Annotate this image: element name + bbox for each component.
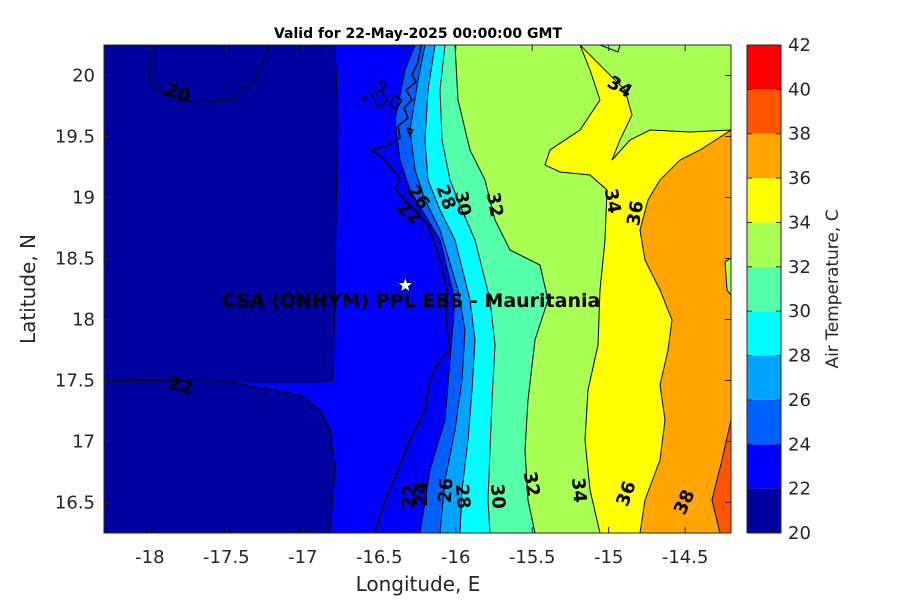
- site-star-icon: [396, 276, 414, 293]
- y-tick-label: 18: [72, 310, 95, 331]
- y-tick-label: 17: [72, 432, 95, 453]
- colorbar-tick-label: 34: [788, 212, 811, 233]
- colorbar-tick-label: 32: [788, 257, 811, 278]
- colorbar-segment: [747, 488, 781, 533]
- colorbar-tick-label: 38: [788, 124, 811, 145]
- x-axis-ticks: -18 -17.5 -17 -16.5 -16 -15.5 -15 -14.5: [135, 45, 708, 568]
- y-axis-ticks: 16.5 17 17.5 18 18.5 19 19.5 20: [55, 66, 731, 514]
- contour-label: 30: [450, 189, 475, 217]
- x-tick-label: -15: [594, 547, 623, 568]
- band-34-island-right: [724, 257, 731, 296]
- colorbar-segment: [747, 444, 781, 489]
- x-tick-label: -17.5: [203, 547, 250, 568]
- contour-label: 36: [623, 199, 648, 227]
- x-tick-label: -16.5: [356, 547, 403, 568]
- band-38: [711, 419, 731, 533]
- site-label: CSA (ONHYM) PPL EBS - Mauritania: [222, 290, 601, 312]
- y-tick-label: 20: [72, 66, 95, 87]
- y-tick-label: 16.5: [55, 493, 95, 514]
- x-axis-label: Longitude, E: [356, 572, 481, 596]
- contour-20: [149, 45, 271, 103]
- contour-label: 34: [567, 477, 590, 504]
- contour-label: 28: [451, 483, 474, 510]
- contour-label: 24: [411, 481, 432, 506]
- x-tick-label: -17: [288, 547, 317, 568]
- contour-label: 32: [482, 191, 507, 219]
- band-36: [639, 129, 731, 533]
- colorbar-tick-label: 30: [788, 301, 811, 322]
- band-20-inner-contour: [104, 379, 336, 533]
- contour-label: 34: [600, 187, 625, 215]
- colorbar-tick-label: 36: [788, 168, 811, 189]
- y-tick-label: 19.5: [55, 127, 95, 148]
- y-tick-label: 18.5: [55, 249, 95, 270]
- y-axis-label: Latitude, N: [16, 234, 40, 344]
- colorbar-tick-label: 20: [788, 523, 811, 544]
- contour-label: 32: [519, 470, 544, 498]
- coastline: [370, 45, 451, 533]
- coastline-islands: [360, 78, 414, 138]
- colorbar-tick-label: 22: [788, 479, 811, 500]
- colorbar-segment: [747, 355, 781, 400]
- y-tick-label: 19: [72, 188, 95, 209]
- x-tick-label: -14.5: [662, 547, 709, 568]
- colorbar: 20 22 24 26 28 30 32 34 36 38 40 42: [746, 35, 811, 544]
- colorbar-segment: [747, 399, 781, 445]
- contour-label: 26: [435, 477, 458, 504]
- colorbar-tick-label: 24: [788, 434, 811, 455]
- colorbar-segment: [747, 222, 781, 267]
- colorbar-segment: [747, 89, 781, 134]
- colorbar-tick-label: 42: [788, 35, 811, 56]
- contour-label: 30: [486, 483, 509, 510]
- colorbar-tick-label: 26: [788, 390, 811, 411]
- x-tick-label: -16: [441, 547, 470, 568]
- contour-34-loop: [599, 45, 621, 53]
- colorbar-segment: [747, 311, 781, 356]
- colorbar-tick-label: 40: [788, 79, 811, 100]
- colorbar-segment: [747, 133, 781, 179]
- colorbar-segment: [747, 178, 781, 223]
- contour-label: 22: [398, 483, 421, 510]
- plot-area: [104, 45, 731, 533]
- colorbar-label: Air Temperature, C: [823, 209, 843, 368]
- colorbar-tick-label: 28: [788, 346, 811, 367]
- colorbar-segment: [747, 266, 781, 312]
- plot-frame: [103, 44, 732, 534]
- colorbar-frame: [746, 44, 782, 534]
- x-tick-label: -15.5: [509, 547, 556, 568]
- chart-title: Valid for 22-May-2025 00:00:00 GMT: [274, 26, 562, 42]
- colorbar-segment: [747, 45, 781, 90]
- site-marker: CSA (ONHYM) PPL EBS - Mauritania: [222, 276, 601, 312]
- x-tick-label: -18: [135, 547, 164, 568]
- y-tick-label: 17.5: [55, 371, 95, 392]
